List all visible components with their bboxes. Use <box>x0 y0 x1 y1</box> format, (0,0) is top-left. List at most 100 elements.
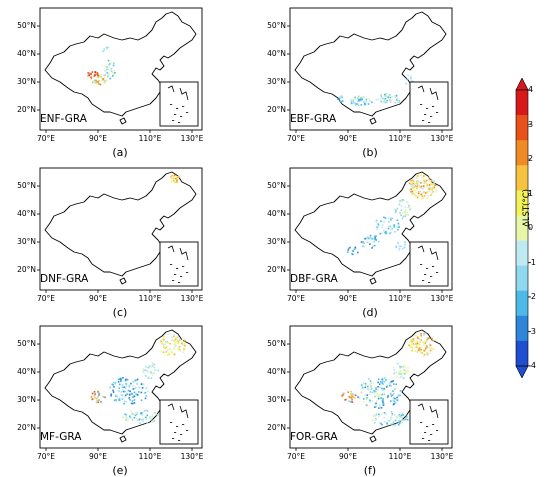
lst-pixel <box>423 186 425 188</box>
lst-pixel <box>142 368 144 370</box>
lst-pixel <box>384 101 387 104</box>
lst-pixel <box>122 377 124 379</box>
lst-pixel <box>104 396 107 399</box>
lst-pixel <box>105 46 108 49</box>
lst-pixel <box>377 395 379 398</box>
lst-pixel <box>103 77 106 79</box>
lst-pixel <box>402 199 405 201</box>
lst-pixel <box>151 372 153 374</box>
lst-pixel <box>407 206 410 209</box>
lst-pixel <box>174 174 176 176</box>
lst-pixel <box>430 182 433 185</box>
lst-pixel <box>162 351 165 354</box>
lst-pixel <box>421 352 423 354</box>
lst-pixel <box>139 418 141 420</box>
lst-pixel <box>425 346 428 349</box>
hainan-island <box>119 117 127 125</box>
lst-pixel <box>109 72 111 75</box>
lst-pixel <box>160 342 163 345</box>
lst-pixel <box>427 178 430 180</box>
lst-pixel <box>140 391 143 394</box>
lst-pixel <box>365 100 368 103</box>
lst-pixel <box>380 94 382 97</box>
lst-pixel <box>420 193 422 196</box>
inset-coastline <box>167 85 189 101</box>
map-panel-a: 50°N 40°N 30°N 20°N 70°E 90°E 110°E 130°E ENF-GR… <box>0 0 220 159</box>
lst-pixel <box>424 178 427 181</box>
lst-pixel <box>374 238 377 240</box>
lst-pixel <box>140 413 142 415</box>
lst-pixel <box>132 381 135 383</box>
y-tick-label: 20°N <box>17 105 36 114</box>
inset-island <box>422 438 425 439</box>
lst-pixel <box>396 97 399 100</box>
lst-pixel <box>422 188 424 190</box>
lst-pixel <box>429 349 432 352</box>
lst-pixel <box>430 194 432 196</box>
lst-pixel <box>351 393 354 395</box>
lst-pixel <box>380 413 383 415</box>
lst-pixel <box>375 388 378 390</box>
lst-pixel <box>169 342 171 345</box>
lst-pixel <box>392 399 394 401</box>
inset-island <box>432 424 435 425</box>
lst-pixel <box>379 404 381 406</box>
lst-pixel <box>364 394 366 397</box>
lst-pixel <box>423 353 426 356</box>
lst-pixel <box>387 96 389 98</box>
lst-pixel <box>133 413 135 416</box>
lst-pixel <box>399 200 401 202</box>
lst-pixel <box>98 394 100 397</box>
lst-pixel <box>371 247 373 249</box>
lst-pixel <box>148 416 151 418</box>
lst-pixel <box>95 401 98 404</box>
lst-pixel <box>430 347 433 350</box>
lst-pixel <box>394 397 396 400</box>
lst-pixel <box>418 348 420 351</box>
lst-pixel <box>420 185 423 188</box>
lst-pixel <box>389 94 391 96</box>
lst-pixel <box>136 394 138 397</box>
lst-pixel <box>111 383 113 386</box>
lst-pixel <box>391 217 394 220</box>
lst-pixel <box>404 206 406 208</box>
lst-pixel <box>132 388 135 390</box>
lst-pixel <box>432 188 435 190</box>
lst-pixel <box>400 205 403 207</box>
lst-pixel <box>149 372 152 375</box>
lst-pixel <box>421 192 424 195</box>
lst-pixel <box>389 381 391 384</box>
lst-pixel <box>434 184 437 186</box>
lst-pixel <box>398 248 400 250</box>
lst-pixel <box>394 424 396 427</box>
lst-pixel <box>163 346 166 349</box>
lst-pixel <box>389 231 391 234</box>
lst-pixel <box>395 371 398 374</box>
lst-pixel <box>131 393 133 395</box>
lst-pixel <box>350 395 353 397</box>
lst-pixel <box>386 422 388 424</box>
lst-pixel <box>354 102 356 104</box>
hainan-island <box>119 277 127 285</box>
lst-pixel <box>178 348 181 351</box>
lst-pixel <box>124 416 127 418</box>
china-outline <box>294 171 447 277</box>
lst-pixel <box>349 401 352 403</box>
lst-pixel <box>357 97 360 99</box>
lst-pixel <box>424 175 426 177</box>
lst-pixel <box>378 415 380 418</box>
map-svg <box>287 325 453 451</box>
colorbar-tick-label: -4 <box>528 361 536 370</box>
lst-pixel <box>120 380 122 382</box>
inset-island <box>170 264 173 265</box>
lst-pixel <box>412 347 414 349</box>
lst-pixel <box>367 398 369 400</box>
lst-pixel <box>427 347 430 349</box>
lst-pixel <box>130 382 132 385</box>
lst-pixel <box>146 414 149 417</box>
lst-pixel <box>379 386 381 388</box>
lst-pixel <box>391 227 393 230</box>
lst-pixel <box>358 99 361 101</box>
china-outline <box>44 11 197 117</box>
lst-pixel <box>139 422 141 424</box>
